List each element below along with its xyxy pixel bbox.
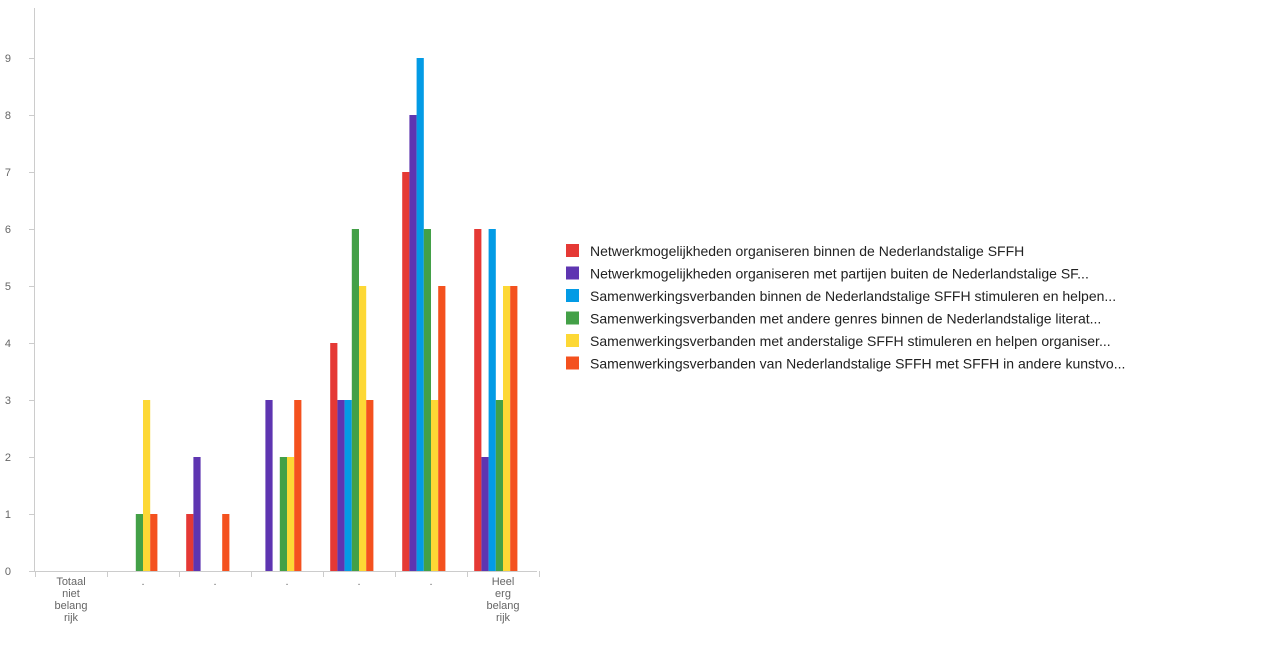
- x-category-label: .: [141, 576, 144, 588]
- bar: [438, 286, 446, 571]
- bar: [503, 286, 511, 571]
- legend-swatch: [566, 289, 579, 302]
- bar: [423, 229, 431, 571]
- bar: [488, 229, 496, 571]
- y-tick-label: 1: [5, 509, 11, 521]
- bar: [265, 400, 273, 571]
- y-tick-label: 6: [5, 224, 11, 236]
- bar: [481, 457, 489, 571]
- x-category-label: Totaal niet belang rijk: [54, 576, 87, 624]
- y-tick-label: 3: [5, 395, 11, 407]
- bar: [337, 400, 345, 571]
- legend-label: Netwerkmogelijkheden organiseren binnen …: [590, 243, 1024, 259]
- bar: [495, 400, 503, 571]
- x-category-label-line: belang: [54, 600, 87, 612]
- x-category-label-line: .: [285, 576, 288, 588]
- legend-label: Samenwerkingsverbanden binnen de Nederla…: [590, 288, 1116, 304]
- bar: [510, 286, 518, 571]
- x-category-label-line: .: [429, 576, 432, 588]
- legend-label: Samenwerkingsverbanden met anderstalige …: [590, 333, 1111, 349]
- bar: [279, 457, 287, 571]
- legend-swatch: [566, 356, 579, 370]
- x-category-label: Heel erg belang rijk: [486, 576, 519, 624]
- x-category-label: .: [357, 576, 360, 588]
- legend-label: Samenwerkingsverbanden van Nederlandstal…: [590, 356, 1125, 372]
- x-category-label-line: .: [141, 576, 144, 588]
- legend-swatch: [566, 311, 579, 325]
- x-category-label-line: niet: [62, 588, 80, 600]
- bar: [351, 229, 359, 571]
- legend-label: Netwerkmogelijkheden organiseren met par…: [590, 266, 1089, 282]
- y-tick-label: 2: [5, 452, 11, 464]
- chart-legend: Netwerkmogelijkheden organiseren binnen …: [566, 243, 1125, 372]
- bar: [409, 115, 417, 571]
- y-tick-label: 9: [5, 53, 11, 65]
- bar: [150, 514, 158, 571]
- y-tick-label: 0: [5, 566, 11, 578]
- x-category-label-line: rijk: [64, 612, 79, 624]
- y-tick-label: 5: [5, 281, 11, 293]
- legend-swatch: [566, 244, 579, 257]
- x-category-label-line: erg: [495, 588, 511, 600]
- x-category-label-line: belang: [486, 600, 519, 612]
- bar: [222, 514, 230, 571]
- y-tick-label: 8: [5, 110, 11, 122]
- x-category-label-line: .: [213, 576, 216, 588]
- bar: [344, 400, 352, 571]
- bar: [294, 400, 302, 571]
- y-tick-label: 7: [5, 167, 11, 179]
- x-category-label-line: Totaal: [56, 576, 85, 588]
- bar: [416, 58, 424, 571]
- legend-swatch: [566, 266, 579, 280]
- bar: [143, 400, 151, 571]
- x-category-label: .: [429, 576, 432, 588]
- bar: [186, 514, 194, 571]
- bar: [366, 400, 374, 571]
- legend-swatch: [566, 334, 579, 347]
- legend-label: Samenwerkingsverbanden met andere genres…: [590, 311, 1101, 327]
- x-category-label: .: [213, 576, 216, 588]
- x-category-label: .: [285, 576, 288, 588]
- bar: [402, 172, 410, 571]
- bar: [359, 286, 367, 571]
- bar: [135, 514, 143, 571]
- bar: [431, 400, 439, 571]
- x-category-label-line: .: [357, 576, 360, 588]
- bar: [287, 457, 295, 571]
- x-category-label-line: Heel: [492, 576, 515, 588]
- x-category-label-line: rijk: [496, 612, 511, 624]
- bar: [193, 457, 201, 571]
- bar: [474, 229, 482, 571]
- bar: [330, 343, 338, 571]
- y-tick-label: 4: [5, 338, 11, 350]
